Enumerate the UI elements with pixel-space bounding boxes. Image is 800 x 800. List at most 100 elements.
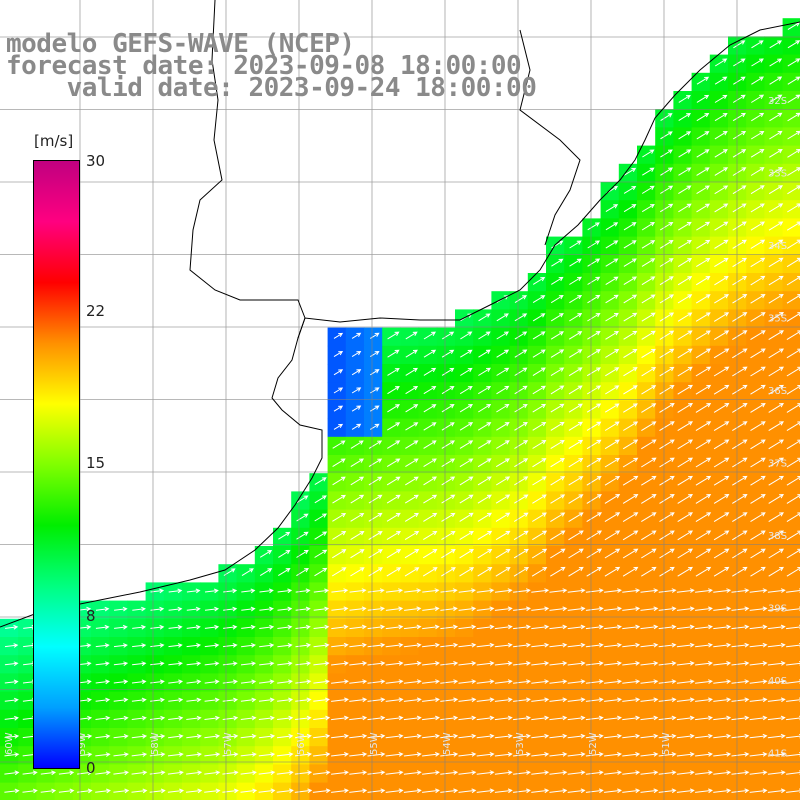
wind-arrow (768, 312, 784, 322)
wind-arrow (477, 494, 492, 504)
wind-arrow (422, 788, 440, 794)
wind-arrow (494, 715, 513, 721)
wind-arrow (150, 661, 165, 666)
wind-arrow (713, 697, 732, 703)
wind-arrow (349, 661, 368, 666)
lat-label: 38S (768, 531, 787, 542)
wind-arrow (604, 588, 622, 593)
wind-arrow (531, 752, 550, 757)
wind-arrow (458, 661, 477, 666)
wind-arrow (732, 348, 748, 359)
wind-arrow (585, 642, 604, 648)
wind-arrow (441, 567, 456, 577)
wind-arrow (749, 788, 768, 794)
wind-arrow (604, 512, 621, 523)
wind-arrow (567, 715, 586, 721)
wind-arrow (732, 130, 747, 140)
wind-arrow (676, 697, 695, 703)
wind-arrow (731, 752, 750, 757)
wind-arrow (586, 512, 602, 523)
wind-arrow (459, 530, 474, 541)
wind-arrow (695, 661, 713, 666)
wind-arrow (95, 770, 111, 776)
wind-arrow (532, 313, 546, 322)
wind-arrow (749, 770, 768, 775)
wind-arrow (387, 367, 400, 376)
wind-arrow (185, 788, 203, 794)
wind-arrow (695, 548, 712, 559)
wind-arrow (494, 624, 513, 630)
wind-arrow (331, 567, 347, 577)
wind-arrow (423, 494, 438, 504)
wind-arrow (367, 733, 386, 739)
wind-arrow (441, 349, 455, 358)
wind-arrow (567, 770, 586, 775)
wind-arrow (476, 715, 495, 721)
wind-arrow (749, 642, 768, 648)
wind-arrow (514, 349, 528, 358)
wind-arrow (349, 624, 367, 630)
wind-arrow (458, 588, 476, 593)
wind-arrow (585, 624, 604, 630)
wind-arrow (259, 643, 275, 648)
wind-arrow (677, 403, 693, 413)
wind-arrow (259, 606, 274, 612)
wind-arrow (476, 606, 495, 612)
wind-arrow (641, 385, 657, 395)
wind-arrow (332, 476, 346, 486)
wind-arrow (440, 770, 459, 775)
wind-arrow (314, 549, 328, 558)
wind-arrow (696, 185, 710, 195)
wind-arrow (531, 588, 550, 593)
wind-arrow (713, 566, 730, 577)
wind-arrow (713, 642, 732, 648)
wind-arrow (713, 312, 730, 322)
wind-arrow (496, 331, 509, 340)
wind-arrow (641, 566, 657, 577)
wind-arrow (696, 76, 710, 85)
wind-arrow (295, 697, 312, 703)
wind-arrow (204, 643, 220, 648)
wind-arrow (131, 715, 147, 721)
wind-arrow (677, 548, 693, 559)
wind-arrow (459, 458, 474, 468)
wind-arrow (513, 733, 531, 739)
wind-arrow (550, 294, 564, 304)
wind-arrow (532, 458, 547, 468)
wind-arrow (514, 295, 527, 304)
wind-arrow (696, 257, 711, 268)
wind-arrow (258, 752, 276, 757)
wind-arrow (532, 349, 546, 358)
wind-arrow (659, 221, 674, 231)
wind-arrow (131, 770, 148, 776)
wind-arrow (204, 679, 220, 685)
wind-arrow (333, 387, 344, 394)
model-title: modelo GEFS-WAVE (NCEP) (6, 29, 355, 59)
wind-arrow (640, 697, 659, 703)
wind-arrow (658, 788, 677, 794)
wind-arrow (623, 403, 638, 413)
wind-arrow (713, 421, 730, 432)
wind-arrow (641, 258, 656, 267)
wind-arrow (331, 588, 349, 593)
wind-arrow (532, 403, 547, 413)
wind-arrow (513, 606, 531, 612)
wind-arrow (422, 770, 440, 775)
wind-arrow (440, 606, 458, 612)
wind-arrow (713, 494, 730, 504)
wind-arrow (623, 312, 638, 322)
wind-arrow (568, 476, 584, 486)
wind-arrow (4, 679, 19, 685)
wind-arrow (586, 403, 602, 413)
wind-arrow (732, 566, 748, 577)
wind-arrow (241, 606, 256, 612)
wind-arrow (731, 770, 750, 775)
wind-arrow (113, 661, 129, 667)
wind-arrow (622, 624, 641, 630)
wind-arrow (605, 312, 619, 322)
wind-arrow (585, 733, 604, 739)
wind-arrow (695, 606, 713, 612)
wind-arrow (750, 221, 765, 231)
border-line (189, 0, 306, 319)
wind-arrow (749, 733, 768, 739)
